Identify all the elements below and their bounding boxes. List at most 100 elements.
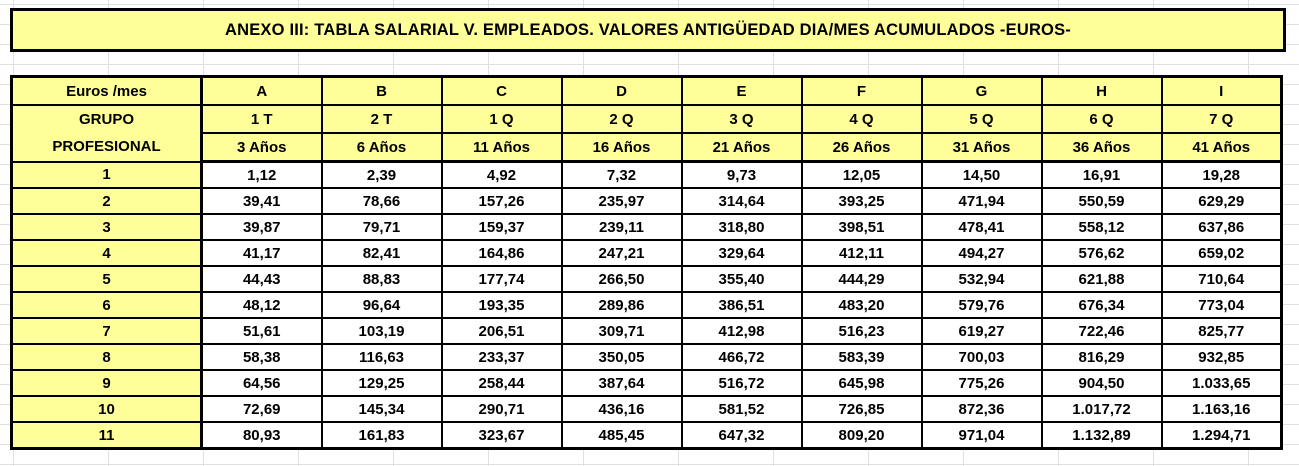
value-cell-g5-C: 177,74 [440, 265, 563, 293]
value-cell-g9-A: 64,56 [200, 369, 323, 397]
value-cell-g2-B: 78,66 [320, 187, 443, 215]
value-cell-g3-G: 478,41 [920, 213, 1043, 241]
value-cell-g3-B: 79,71 [320, 213, 443, 241]
col-years-G: 31 Años [920, 132, 1043, 163]
group-label-3: 3 [10, 213, 203, 241]
value-cell-g7-G: 619,27 [920, 317, 1043, 345]
col-years-I: 41 Años [1160, 132, 1283, 163]
group-label-1: 1 [10, 160, 203, 189]
group-label-4: 4 [10, 239, 203, 267]
table-row-group-6: 6 48,12 96,64 193,35 289,86 386,51 483,20 579,7… [10, 291, 1283, 319]
value-cell-g9-B: 129,25 [320, 369, 443, 397]
value-cell-g1-A: 1,12 [200, 160, 323, 189]
value-cell-g7-I: 825,77 [1160, 317, 1283, 345]
col-period-E: 3 Q [680, 104, 803, 134]
group-label-10: 10 [10, 395, 203, 423]
value-cell-g9-D: 387,64 [560, 369, 683, 397]
col-letter-A: A [200, 75, 323, 106]
table-body: 1 1,12 2,39 4,92 7,32 9,73 12,05 14,50 16,91 19,2… [10, 160, 1283, 450]
value-cell-g11-H: 1.132,89 [1040, 421, 1163, 450]
value-cell-g9-G: 775,26 [920, 369, 1043, 397]
value-cell-g6-F: 483,20 [800, 291, 923, 319]
value-cell-g11-D: 485,45 [560, 421, 683, 450]
value-cell-g7-F: 516,23 [800, 317, 923, 345]
value-cell-g5-G: 532,94 [920, 265, 1043, 293]
col-letter-C: C [440, 75, 563, 106]
value-cell-g9-F: 645,98 [800, 369, 923, 397]
value-cell-g5-B: 88,83 [320, 265, 443, 293]
group-label-11: 11 [10, 421, 203, 450]
value-cell-g7-D: 309,71 [560, 317, 683, 345]
value-cell-g2-E: 314,64 [680, 187, 803, 215]
corner-grupo-profesional: GRUPO PROFESIONAL [10, 104, 203, 163]
value-cell-g8-H: 816,29 [1040, 343, 1163, 371]
value-cell-g1-C: 4,92 [440, 160, 563, 189]
col-letter-D: D [560, 75, 683, 106]
group-label-5: 5 [10, 265, 203, 293]
value-cell-g10-I: 1.163,16 [1160, 395, 1283, 423]
value-cell-g7-E: 412,98 [680, 317, 803, 345]
col-letter-G: G [920, 75, 1043, 106]
col-letter-I: I [1160, 75, 1283, 106]
value-cell-g9-C: 258,44 [440, 369, 563, 397]
value-cell-g8-F: 583,39 [800, 343, 923, 371]
value-cell-g2-D: 235,97 [560, 187, 683, 215]
table-row-group-4: 4 41,17 82,41 164,86 247,21 329,64 412,11 494,2… [10, 239, 1283, 267]
value-cell-g6-C: 193,35 [440, 291, 563, 319]
col-period-D: 2 Q [560, 104, 683, 134]
table-row-group-10: 10 72,69 145,34 290,71 436,16 581,52 726,85 872… [10, 395, 1283, 423]
col-letter-E: E [680, 75, 803, 106]
value-cell-g11-C: 323,67 [440, 421, 563, 450]
col-letter-B: B [320, 75, 443, 106]
value-cell-g11-E: 647,32 [680, 421, 803, 450]
table-row-group-8: 8 58,38 116,63 233,37 350,05 466,72 583,39 700,… [10, 343, 1283, 371]
table-row-group-1: 1 1,12 2,39 4,92 7,32 9,73 12,05 14,50 16,91 19,2… [10, 160, 1283, 189]
col-period-H: 6 Q [1040, 104, 1163, 134]
value-cell-g7-C: 206,51 [440, 317, 563, 345]
group-label-2: 2 [10, 187, 203, 215]
table-row-group-11: 11 80,93 161,83 323,67 485,45 647,32 809,20 971… [10, 421, 1283, 450]
value-cell-g8-A: 58,38 [200, 343, 323, 371]
value-cell-g8-E: 466,72 [680, 343, 803, 371]
col-period-B: 2 T [320, 104, 443, 134]
value-cell-g1-E: 9,73 [680, 160, 803, 189]
value-cell-g5-E: 355,40 [680, 265, 803, 293]
value-cell-g2-A: 39,41 [200, 187, 323, 215]
value-cell-g3-H: 558,12 [1040, 213, 1163, 241]
value-cell-g10-G: 872,36 [920, 395, 1043, 423]
value-cell-g8-C: 233,37 [440, 343, 563, 371]
value-cell-g4-F: 412,11 [800, 239, 923, 267]
value-cell-g8-I: 932,85 [1160, 343, 1283, 371]
table-row-group-3: 3 39,87 79,71 159,37 239,11 318,80 398,51 478,4… [10, 213, 1283, 241]
col-period-C: 1 Q [440, 104, 563, 134]
value-cell-g4-D: 247,21 [560, 239, 683, 267]
group-label-8: 8 [10, 343, 203, 371]
value-cell-g10-C: 290,71 [440, 395, 563, 423]
col-years-A: 3 Años [200, 132, 323, 163]
value-cell-g5-D: 266,50 [560, 265, 683, 293]
value-cell-g4-E: 329,64 [680, 239, 803, 267]
corner-euros-mes: Euros /mes [10, 75, 203, 106]
col-period-A: 1 T [200, 104, 323, 134]
value-cell-g3-A: 39,87 [200, 213, 323, 241]
value-cell-g5-I: 710,64 [1160, 265, 1283, 293]
value-cell-g11-G: 971,04 [920, 421, 1043, 450]
table-row-group-5: 5 44,43 88,83 177,74 266,50 355,40 444,29 532,9… [10, 265, 1283, 293]
value-cell-g6-A: 48,12 [200, 291, 323, 319]
value-cell-g2-C: 157,26 [440, 187, 563, 215]
value-cell-g6-E: 386,51 [680, 291, 803, 319]
value-cell-g9-E: 516,72 [680, 369, 803, 397]
value-cell-g10-D: 436,16 [560, 395, 683, 423]
value-cell-g3-D: 239,11 [560, 213, 683, 241]
col-years-B: 6 Años [320, 132, 443, 163]
value-cell-g5-F: 444,29 [800, 265, 923, 293]
header-row-years: 3 Años 6 Años 11 Años 16 Años 21 Años 26 Años… [12, 132, 1283, 163]
value-cell-g10-F: 726,85 [800, 395, 923, 423]
value-cell-g9-I: 1.033,65 [1160, 369, 1283, 397]
col-years-H: 36 Años [1040, 132, 1163, 163]
group-label-7: 7 [10, 317, 203, 345]
value-cell-g1-H: 16,91 [1040, 160, 1163, 189]
